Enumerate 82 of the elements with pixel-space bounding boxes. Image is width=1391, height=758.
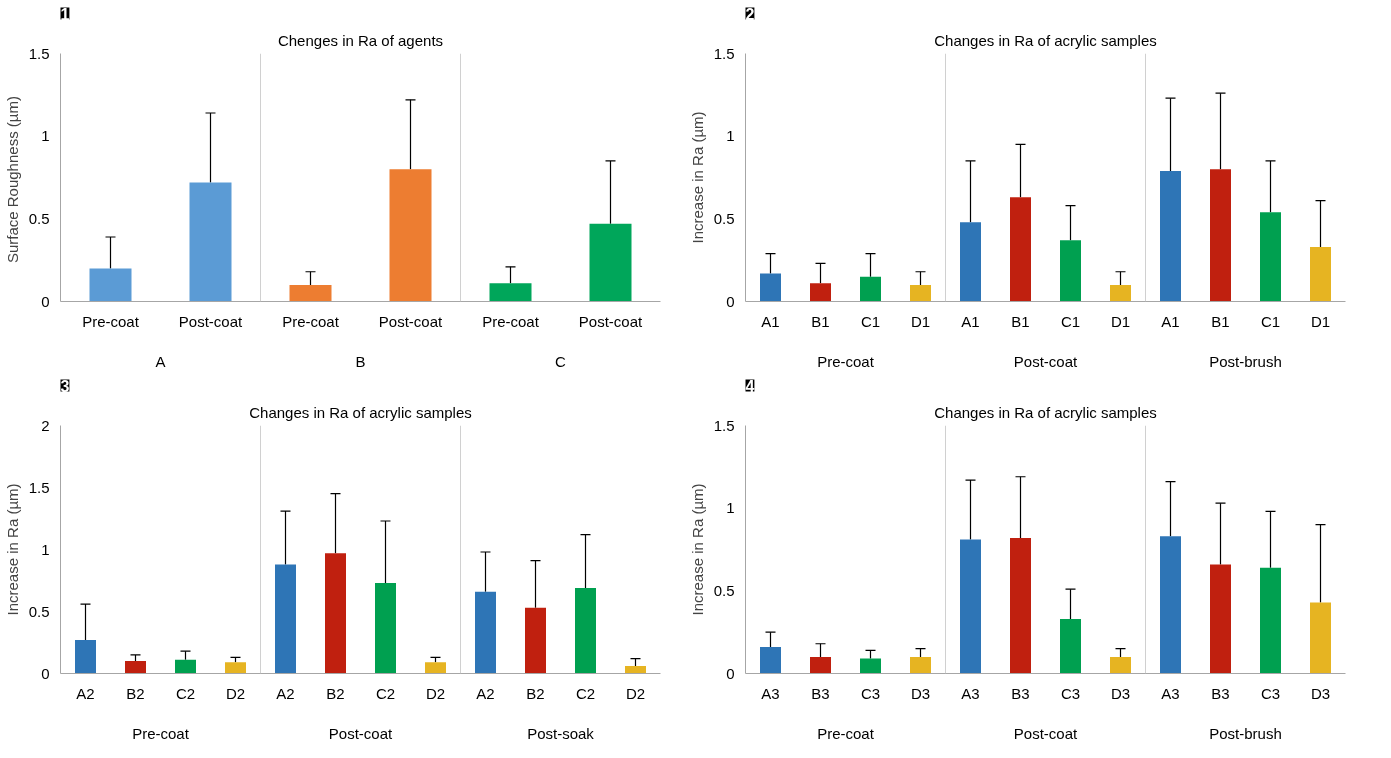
x-tick-label: D3: [1110, 684, 1131, 702]
x-tick-label: D3: [910, 684, 931, 702]
x-tick-label: Post-coat: [378, 312, 444, 330]
y-tick-label: 2: [41, 416, 50, 434]
text: Post-soak: [527, 724, 595, 742]
text: Pre-coat: [817, 352, 875, 370]
x-tick-label: A3: [761, 684, 780, 702]
y-tick-label: 0: [726, 292, 735, 310]
x-tick-label: D2: [225, 684, 246, 702]
y-tick-label: 0.5: [713, 209, 735, 227]
x-tick-label: C3: [860, 684, 881, 702]
text: Post-brush: [1209, 352, 1282, 370]
chart-title: Changes in Ra of acrylic samples: [934, 31, 1157, 49]
chart-title: Chenges in Ra of agents: [277, 31, 444, 49]
x-tick-label: B1: [1211, 312, 1230, 330]
x-tick-label: B2: [526, 684, 545, 702]
x-tick-label: D3: [1310, 684, 1331, 702]
x-tick-label: A3: [1161, 684, 1180, 702]
y-tick-label: 0: [41, 664, 50, 682]
x-tick-label: B1: [1011, 312, 1030, 330]
y-tick-label: 1.5: [28, 44, 50, 62]
y-tick-label: 0.5: [28, 209, 50, 227]
y-tick-label: 1.5: [713, 416, 735, 434]
y-axis-title: Increase in Ra (µm): [3, 483, 21, 616]
y-tick-label: 1: [41, 540, 50, 558]
x-tick-label: B3: [1211, 684, 1230, 702]
y-tick-label: 0.5: [713, 581, 735, 599]
x-tick-label: Pre-coat: [282, 312, 340, 330]
y-axis-title: Increase in Ra (µm): [688, 111, 706, 244]
x-tick-label: C1: [1260, 312, 1281, 330]
text: 3: [60, 377, 70, 395]
x-tick-label: A2: [76, 684, 95, 702]
x-tick-label: C1: [860, 312, 881, 330]
text: Post-coat: [1013, 352, 1079, 370]
x-tick-label: D2: [425, 684, 446, 702]
y-tick-label: 1: [41, 127, 50, 145]
chart-title: Changes in Ra of acrylic samples: [934, 403, 1157, 421]
x-tick-label: Post-coat: [178, 312, 244, 330]
y-tick-label: 1.5: [713, 44, 735, 62]
y-tick-label: 1: [726, 499, 735, 517]
x-tick-label: A1: [1161, 312, 1180, 330]
x-tick-label: A1: [961, 312, 980, 330]
text: Post-coat: [1013, 724, 1079, 742]
y-tick-label: 0.5: [28, 602, 50, 620]
x-tick-label: B3: [811, 684, 830, 702]
y-axis-title: Surface Roughness (µm): [3, 96, 21, 264]
text: Post-coat: [328, 724, 394, 742]
x-tick-label: D1: [1110, 312, 1131, 330]
text: Pre-coat: [817, 724, 875, 742]
x-tick-label: B2: [326, 684, 345, 702]
x-tick-label: D1: [1310, 312, 1331, 330]
x-tick-label: C3: [1260, 684, 1281, 702]
x-tick-label: A3: [961, 684, 980, 702]
y-axis-title: Increase in Ra (µm): [688, 483, 706, 616]
text: A: [155, 352, 166, 370]
x-tick-label: A1: [761, 312, 780, 330]
chart-title: Changes in Ra of acrylic samples: [249, 403, 472, 421]
x-tick-label: Pre-coat: [482, 312, 540, 330]
x-tick-label: C2: [175, 684, 196, 702]
y-tick-label: 0: [726, 664, 735, 682]
text: C: [555, 352, 567, 370]
x-tick-label: Post-coat: [578, 312, 644, 330]
x-tick-label: C2: [575, 684, 596, 702]
x-tick-label: D1: [910, 312, 931, 330]
x-tick-label: A2: [276, 684, 295, 702]
text: 2: [745, 5, 755, 23]
x-tick-label: B3: [1011, 684, 1030, 702]
x-tick-label: A2: [476, 684, 495, 702]
x-tick-label: Pre-coat: [82, 312, 140, 330]
text: Pre-coat: [132, 724, 190, 742]
y-tick-label: 1.5: [28, 478, 50, 496]
text: 1: [60, 5, 70, 23]
x-tick-label: B1: [811, 312, 830, 330]
y-tick-label: 1: [726, 127, 735, 145]
y-tick-label: 0: [41, 292, 50, 310]
x-tick-label: B2: [126, 684, 145, 702]
x-tick-label: C2: [375, 684, 396, 702]
text: Post-brush: [1209, 724, 1282, 742]
x-tick-label: C1: [1060, 312, 1081, 330]
x-tick-label: C3: [1060, 684, 1081, 702]
text: B: [355, 352, 366, 370]
x-tick-label: D2: [625, 684, 646, 702]
